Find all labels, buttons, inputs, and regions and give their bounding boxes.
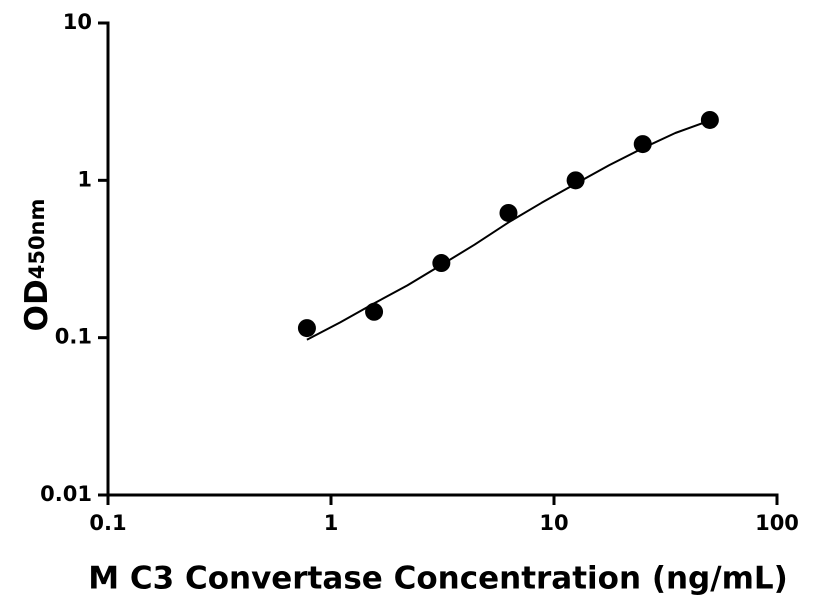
data-point — [633, 135, 652, 154]
y-axis-label: OD450nm — [19, 199, 55, 332]
y-tick-label: 10 — [63, 10, 92, 34]
data-point — [499, 203, 518, 222]
x-axis-label: M C3 Convertase Concentration (ng/mL) — [88, 561, 788, 597]
data-point — [297, 319, 316, 338]
x-tick-label: 10 — [539, 511, 568, 535]
data-point — [432, 254, 451, 273]
data-point — [566, 171, 585, 190]
y-tick-label: 0.01 — [40, 482, 92, 506]
x-tick-label: 1 — [324, 511, 339, 535]
y-tick-label: 0.1 — [55, 325, 92, 349]
x-tick-label: 100 — [755, 511, 799, 535]
y-tick-label: 1 — [77, 167, 92, 191]
x-tick-label: 0.1 — [89, 511, 126, 535]
y-axis-label-sub: 450nm — [25, 199, 49, 280]
y-axis-label-main: OD — [19, 279, 55, 331]
data-point — [700, 110, 719, 129]
data-point — [365, 302, 384, 321]
